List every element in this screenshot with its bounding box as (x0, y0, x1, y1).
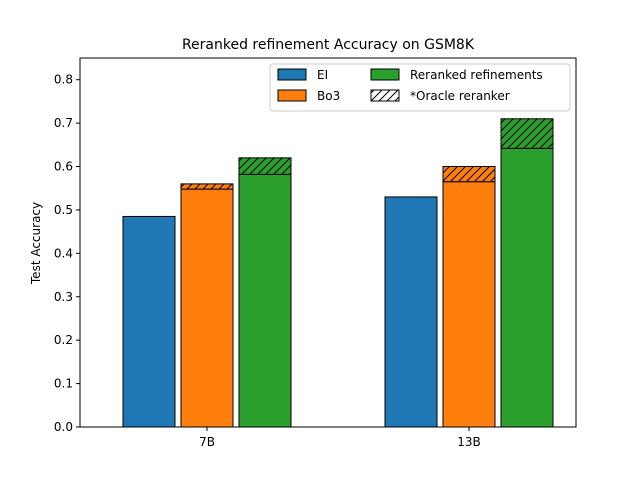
legend-box (269, 63, 571, 112)
oracle-hatch (238, 157, 292, 175)
y-tick-label: 0.1 (54, 377, 73, 391)
chart-title: Reranked refinement Accuracy on GSM8K (182, 37, 475, 53)
legend-label: Bo3 (317, 89, 340, 103)
bar-reranked-refinements-13b (500, 147, 554, 428)
x-tick-label: 7B (199, 435, 215, 449)
oracle-segment-bo3-7b (180, 183, 234, 190)
legend-swatch (277, 68, 307, 81)
y-axis-label: Test Accuracy (29, 202, 43, 285)
bar-reranked-refinements-7b (238, 173, 292, 428)
legend-entry: *Oracle reranker (370, 89, 510, 103)
bar-ei-7b (122, 215, 176, 428)
legend-label: EI (317, 68, 328, 82)
legend-entry: Bo3 (277, 89, 340, 103)
y-tick-label: 0.5 (54, 203, 73, 217)
y-tick-label: 0.8 (54, 73, 73, 87)
oracle-segment-bo3-13b (442, 166, 496, 183)
oracle-hatch (500, 118, 554, 149)
legend-entry: EI (277, 68, 328, 82)
x-axis: 7B 13B (199, 427, 481, 449)
oracle-segment-reranked-refinements-7b (238, 157, 292, 175)
oracle-hatch (442, 166, 496, 183)
legend-swatch-hatch (370, 89, 400, 102)
x-tick-label: 13B (457, 435, 481, 449)
y-axis: 0.0 0.1 0.2 0.3 0.4 0.5 0.6 0.7 0.8 (54, 73, 80, 434)
oracle-segment-reranked-refinements-13b (500, 118, 554, 149)
y-tick-label: 0.6 (54, 160, 73, 174)
legend-label: *Oracle reranker (410, 89, 510, 103)
legend-label: Reranked refinements (410, 68, 543, 82)
y-tick-label: 0.2 (54, 333, 73, 347)
legend-entry: Reranked refinements (370, 68, 543, 82)
legend: EI Bo3 Reranked refinements *Oracle reranke… (269, 63, 571, 112)
y-tick-label: 0.7 (54, 116, 73, 130)
bar-bo3-7b (180, 188, 234, 428)
y-tick-label: 0.0 (54, 420, 73, 434)
bars (104, 118, 572, 428)
bar-ei-13b (384, 196, 438, 428)
y-tick-label: 0.4 (54, 246, 73, 260)
legend-swatch (277, 89, 307, 102)
legend-swatch (370, 68, 400, 81)
y-tick-label: 0.3 (54, 290, 73, 304)
plot-frame (79, 57, 577, 428)
bar-bo3-13b (442, 181, 496, 428)
oracle-hatch (180, 183, 234, 190)
